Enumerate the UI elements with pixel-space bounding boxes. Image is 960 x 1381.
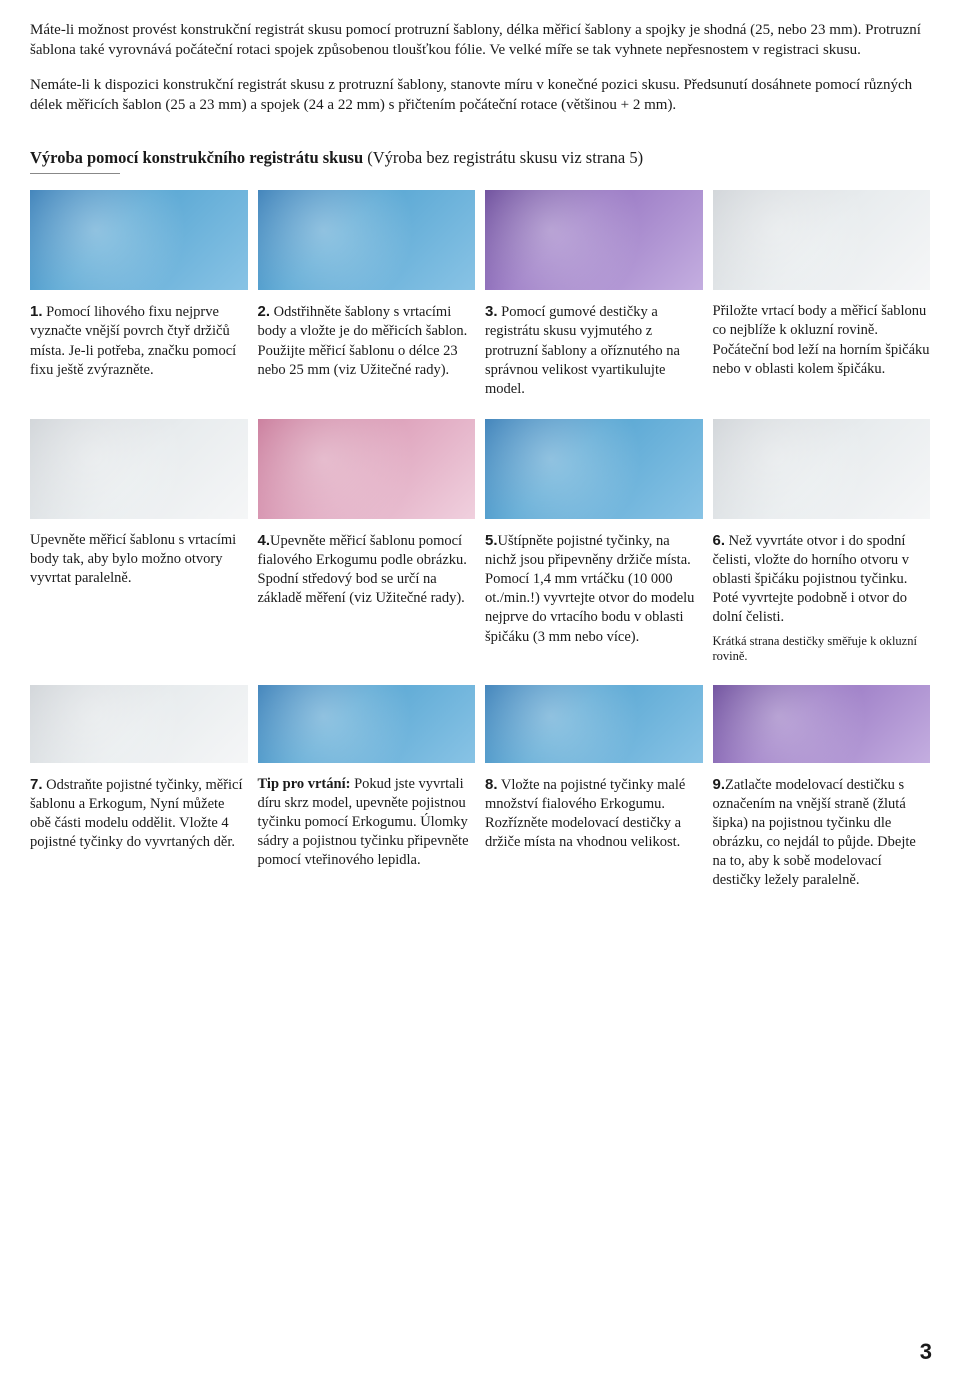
step6-note: Krátká strana destičky směřuje k okluzní…: [713, 634, 931, 665]
text-row-2: Upevněte měřicí šablonu s vrtacími body …: [30, 531, 930, 665]
step2-image: [258, 190, 476, 290]
step4-text: 4.Upevněte měřicí šablonu pomocí fialové…: [258, 531, 476, 665]
step8-body: Vložte na pojistné tyčinky malé množství…: [485, 777, 685, 850]
step8-text: 8. Vložte na pojistné tyčinky malé množs…: [485, 775, 703, 891]
step1-text: 1. Pomocí lihového fixu nejprve vyznačte…: [30, 302, 248, 399]
step1-body: Pomocí lihového fixu nejprve vyznačte vn…: [30, 304, 236, 377]
step2-num: 2.: [258, 303, 271, 320]
step6-text: 6. Než vyvrtáte otvor i do spodní čelist…: [713, 531, 931, 665]
intro-p2: Nemáte-li k dispozici konstrukční regist…: [30, 75, 930, 116]
step5-image: [485, 419, 703, 519]
step5-body: Uštípněte pojistné tyčinky, na nichž jso…: [485, 533, 694, 645]
step3-num: 3.: [485, 303, 498, 320]
intro-block: Máte-li možnost provést konstrukční regi…: [30, 20, 930, 115]
step7-text: 7. Odstraňte pojistné tyčinky, měřicí ša…: [30, 775, 248, 891]
step2-body: Odstřihněte šablony s vrtacími body a vl…: [258, 304, 468, 377]
step3-body: Pomocí gumové destičky a registrátu skus…: [485, 304, 680, 397]
step9-image: [713, 685, 931, 763]
step3b-image: [713, 190, 931, 290]
text-row-3: 7. Odstraňte pojistné tyčinky, měřicí ša…: [30, 775, 930, 891]
step3-text: 3. Pomocí gumové destičky a registrátu s…: [485, 302, 703, 399]
step6-image: [713, 419, 931, 519]
image-row-3: [30, 685, 930, 763]
image-row-1: [30, 190, 930, 290]
step3-image: [485, 190, 703, 290]
step3b-body: Přiložte vrtací body a měřicí šablonu co…: [713, 303, 930, 376]
step1-num: 1.: [30, 303, 43, 320]
step9-num: 9.: [713, 776, 726, 793]
text-row-1: 1. Pomocí lihového fixu nejprve vyznačte…: [30, 302, 930, 399]
tip-image: [258, 685, 476, 763]
page-number: 3: [920, 1337, 932, 1367]
step5-num: 5.: [485, 532, 498, 549]
step7-num: 7.: [30, 776, 43, 793]
step9-body: Zatlačte modelovací destičku s označením…: [713, 777, 916, 889]
step4-body: Upevněte měřicí šablonu pomocí fialového…: [258, 533, 467, 606]
step6-num: 6.: [713, 532, 726, 549]
step4-image: [258, 419, 476, 519]
step5-text: 5.Uštípněte pojistné tyčinky, na nichž j…: [485, 531, 703, 665]
section-heading: Výroba pomocí konstrukčního registrátu s…: [30, 147, 930, 169]
tip-text: Tip pro vrtání: Pokud jste vyvrtali díru…: [258, 775, 476, 891]
step7-body: Odstraňte pojistné tyčinky, měřicí šablo…: [30, 777, 243, 850]
step4a-body: Upevněte měřicí šablonu s vrtacími body …: [30, 532, 236, 586]
intro-p1: Máte-li možnost provést konstrukční regi…: [30, 20, 930, 61]
image-row-2: [30, 419, 930, 519]
tip-bold: Tip pro vrtání:: [258, 776, 351, 792]
step4-num: 4.: [258, 532, 271, 549]
step1-image: [30, 190, 248, 290]
step8-num: 8.: [485, 776, 498, 793]
underline-rule: [30, 173, 120, 174]
step6-body: Než vyvrtáte otvor i do spodní čelisti, …: [713, 533, 910, 626]
step4a-text: Upevněte měřicí šablonu s vrtacími body …: [30, 531, 248, 665]
step9-text: 9.Zatlačte modelovací destičku s označen…: [713, 775, 931, 891]
step8-image: [485, 685, 703, 763]
section-heading-rest: (Výroba bez registrátu skusu viz strana …: [363, 148, 643, 167]
step2-text: 2. Odstřihněte šablony s vrtacími body a…: [258, 302, 476, 399]
section-heading-bold: Výroba pomocí konstrukčního registrátu s…: [30, 148, 363, 167]
step4a-image: [30, 419, 248, 519]
step7-image: [30, 685, 248, 763]
step3b-text: Přiložte vrtací body a měřicí šablonu co…: [713, 302, 931, 399]
